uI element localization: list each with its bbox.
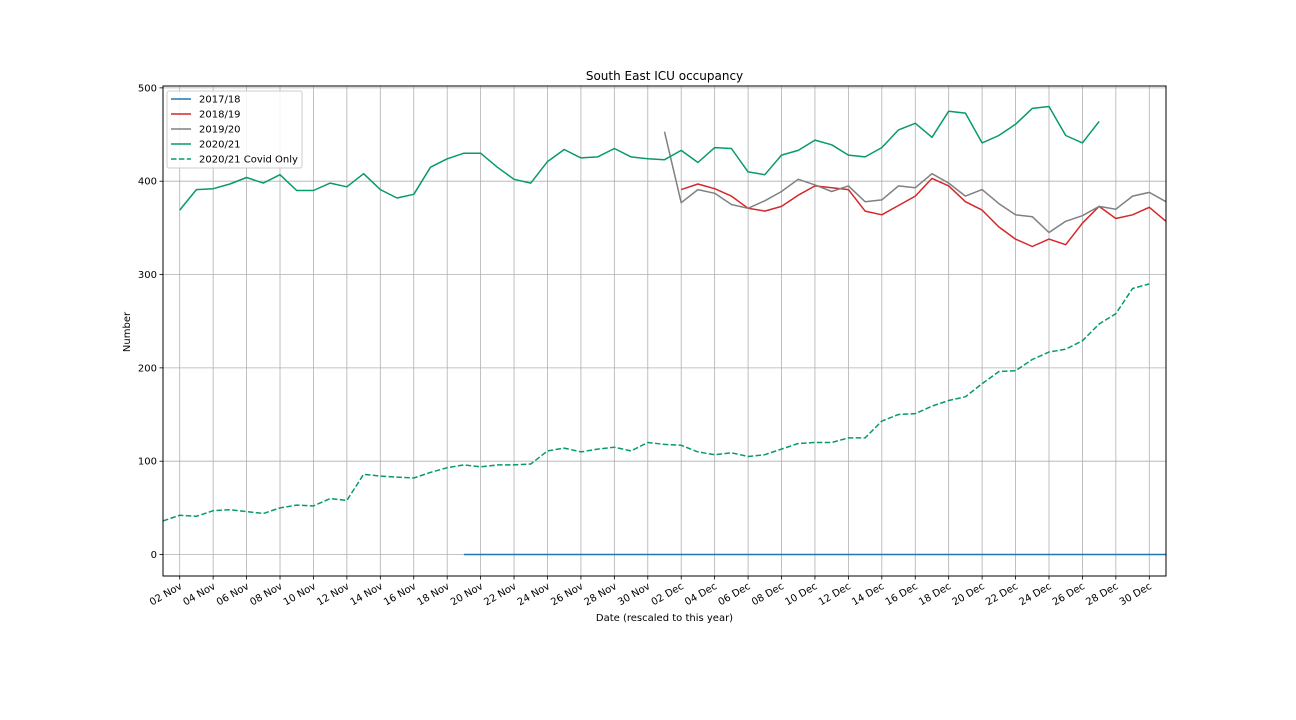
legend-label: 2017/18 xyxy=(199,95,241,106)
y-tick-label: 0 xyxy=(151,550,157,561)
y-tick-label: 500 xyxy=(138,83,157,94)
series-line-2018-19 xyxy=(680,177,1167,248)
legend-label: 2020/21 Covid Only xyxy=(199,155,298,166)
x-axis-label: Date (rescaled to this year) xyxy=(596,613,733,624)
legend-label: 2019/20 xyxy=(199,125,241,136)
y-ticks: 0 100 200 300 400 500 xyxy=(138,83,163,561)
legend-label: 2020/21 xyxy=(199,140,241,151)
series-line-2020-21-covid-only xyxy=(162,283,1150,522)
series-layer xyxy=(162,105,1167,556)
legend: 2017/18 2018/19 2019/20 2020/21 2020/21 Covi… xyxy=(166,90,303,169)
chart-title: South East ICU occupancy xyxy=(586,69,743,83)
legend-box xyxy=(166,90,303,169)
y-axis-label: Number xyxy=(122,311,133,352)
series-line-2019-20 xyxy=(663,131,1167,234)
series-line-2020-21 xyxy=(179,105,1100,211)
y-tick-label: 300 xyxy=(138,270,157,281)
y-tick-label: 100 xyxy=(138,457,157,468)
legend-label: 2018/19 xyxy=(199,110,241,121)
plot-frame xyxy=(162,85,1167,577)
y-tick-label: 400 xyxy=(138,177,157,188)
y-tick-label: 200 xyxy=(138,363,157,374)
